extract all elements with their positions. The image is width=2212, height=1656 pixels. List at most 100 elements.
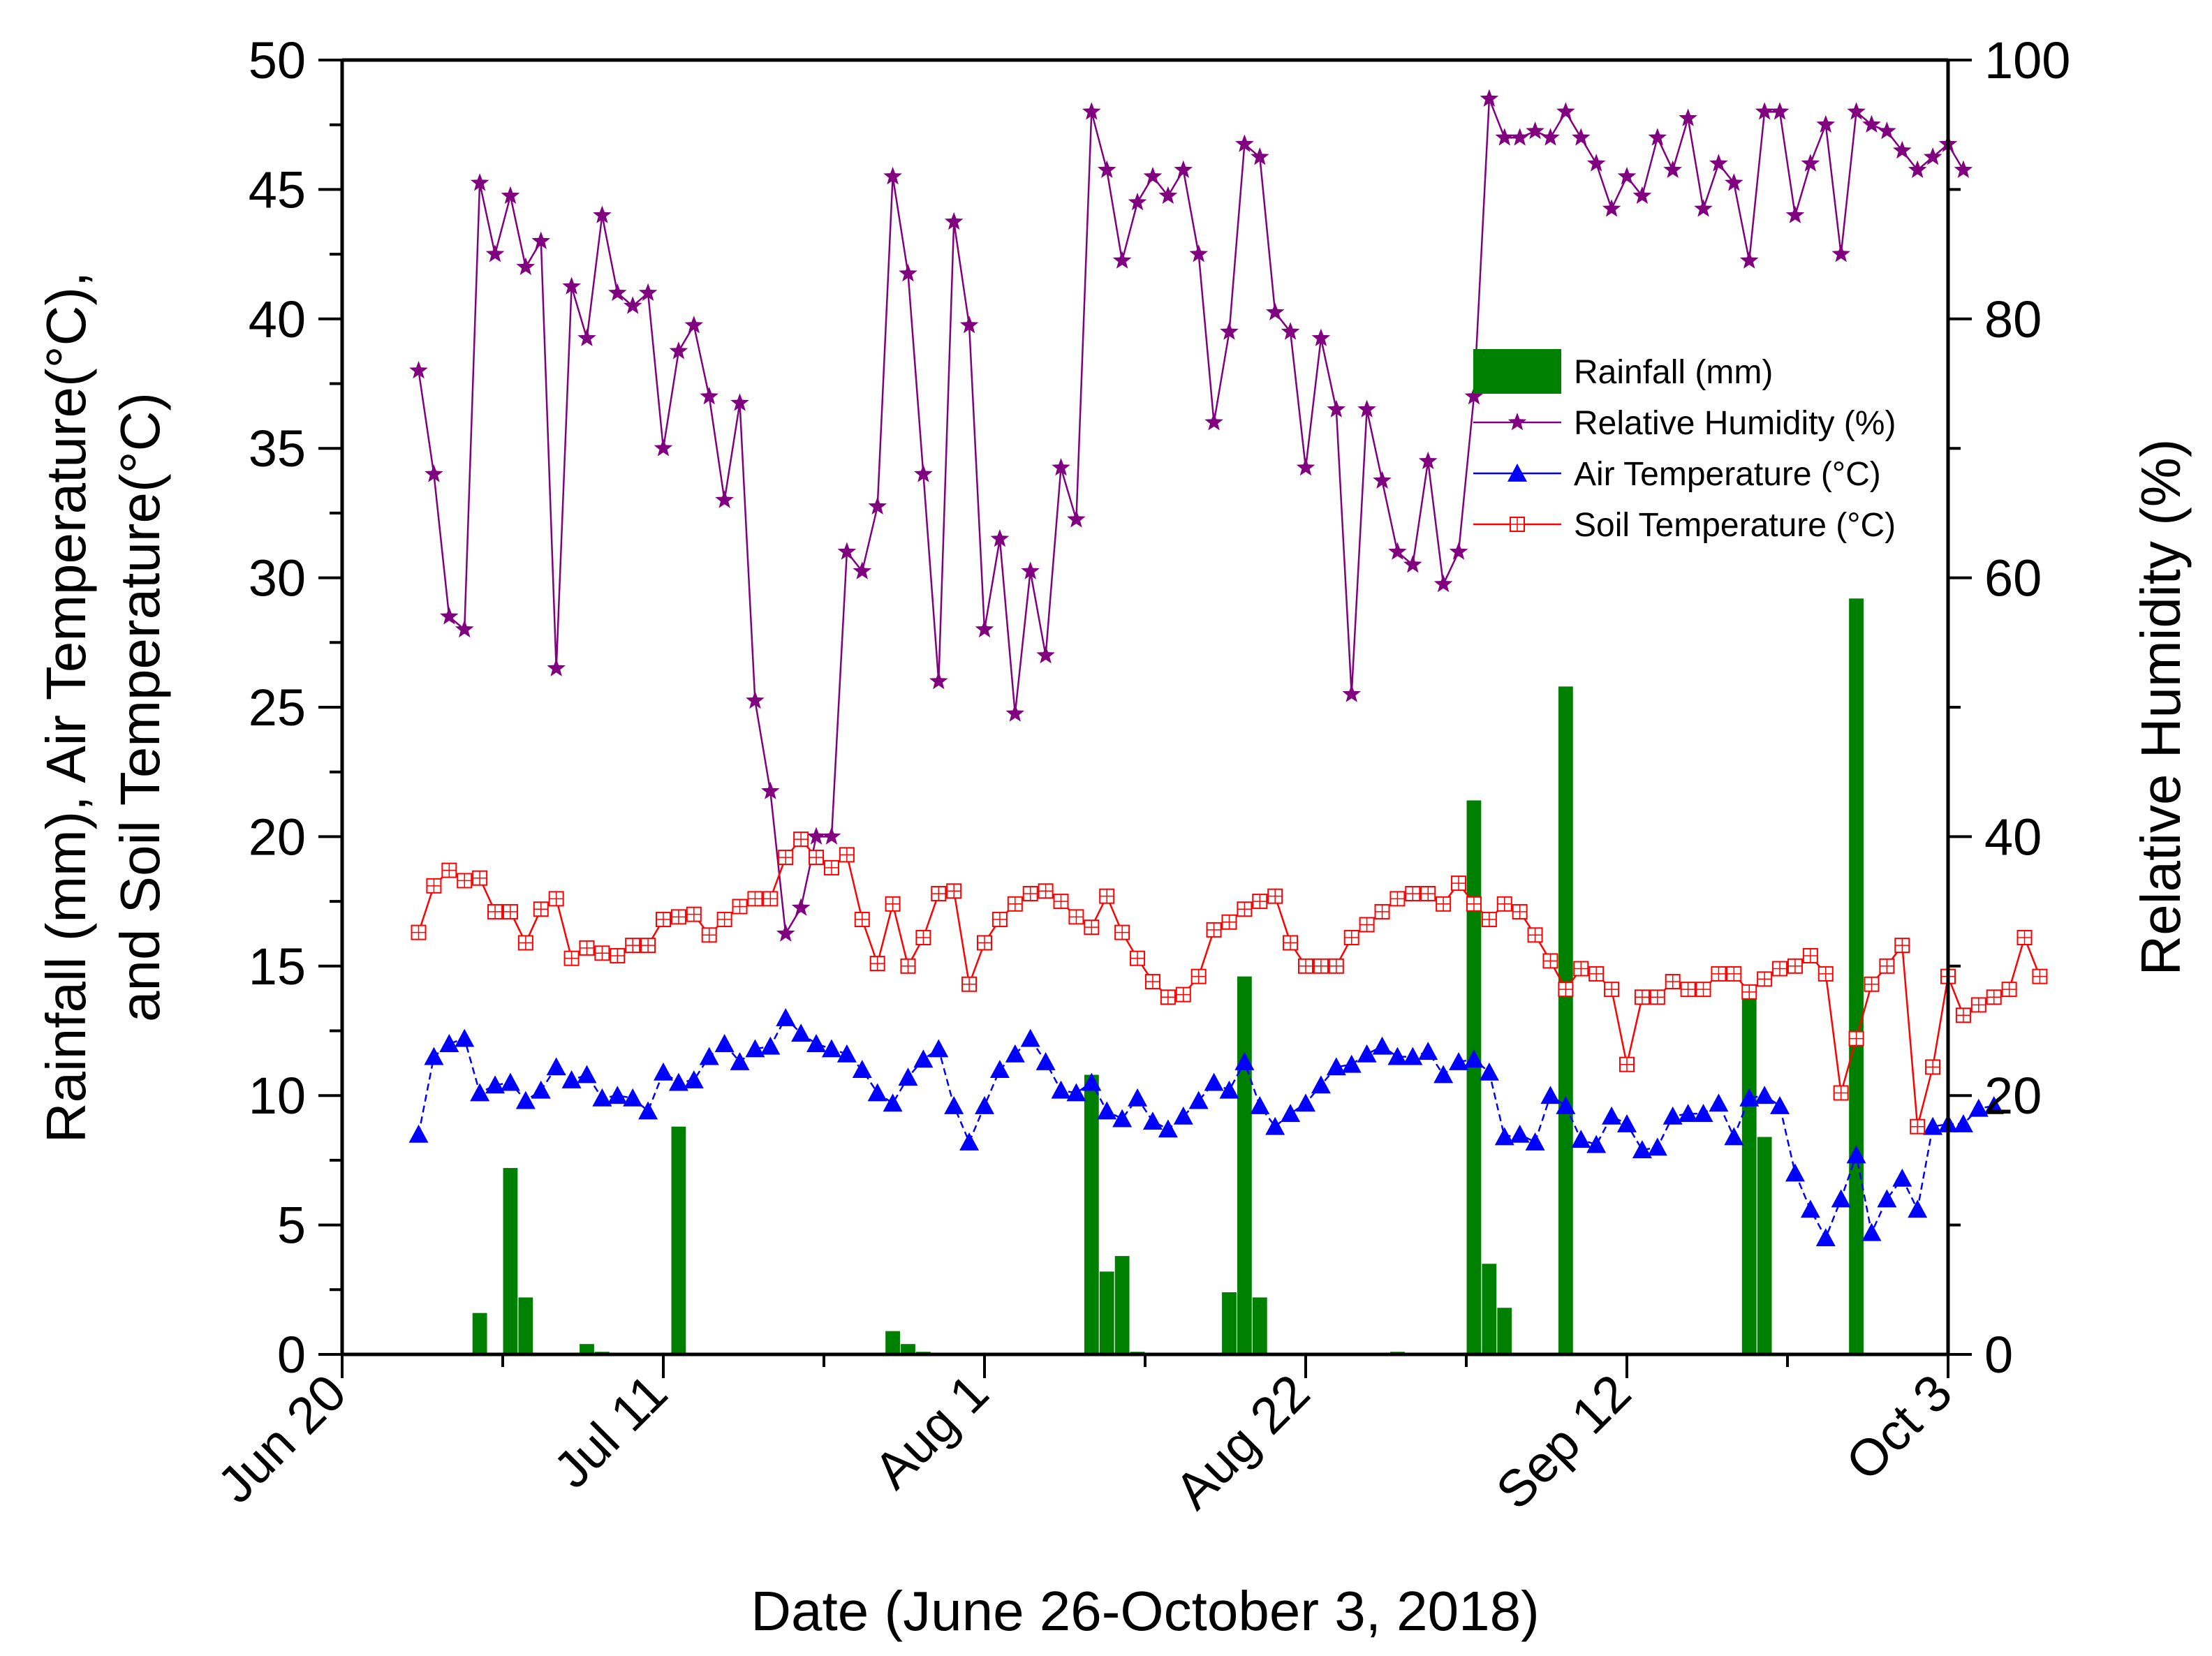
soil-temperature-c-point: [793, 831, 809, 848]
relative-humidity-point: [1174, 160, 1193, 178]
soil-temperature-c-point: [1481, 912, 1497, 928]
soil-temperature-c-point: [1604, 982, 1620, 998]
soil-temperature-c-point: [961, 976, 978, 992]
relative-humidity-point: [1327, 399, 1346, 417]
relative-humidity-point: [1403, 555, 1422, 573]
soil-temperature-c-point: [1114, 924, 1130, 940]
air-temperature-c-point: [1968, 1098, 1989, 1117]
rainfall-bar: [1252, 1297, 1267, 1354]
soil-temperature-c-point: [1695, 982, 1711, 998]
air-temperature-c-point: [1250, 1096, 1270, 1114]
air-temperature-c-point: [1586, 1134, 1607, 1153]
relative-humidity-point: [806, 827, 826, 845]
relative-humidity-point: [1602, 199, 1621, 217]
soil-temperature-c-point: [533, 901, 549, 917]
relative-humidity-point: [1709, 154, 1728, 172]
air-temperature-c-point: [821, 1039, 841, 1058]
air-temperature-c-point: [1709, 1093, 1729, 1112]
relative-humidity-point: [1663, 160, 1682, 178]
air-temperature-c-point: [1739, 1088, 1760, 1107]
soil-temperature-c-point: [502, 903, 518, 919]
soil-temperature-c-point: [915, 930, 931, 946]
soil-temperature-c-point: [716, 912, 732, 928]
left-tick-label: 0: [277, 1326, 306, 1384]
soil-temperature-c-point: [1512, 903, 1528, 919]
relative-humidity-point: [1357, 399, 1376, 417]
air-temperature-c-point: [1387, 1047, 1408, 1065]
soil-temperature-c-point: [991, 912, 1008, 928]
soil-temperature-c-point: [1634, 989, 1650, 1005]
left-y-axis-title-line1: Rainfall (mm), Air Temperature(°C),: [35, 272, 97, 1144]
air-temperature-c-point: [791, 1023, 811, 1042]
air-temperature-c-point: [1647, 1137, 1667, 1156]
soil-temperature-c-point: [1879, 958, 1895, 974]
relative-humidity-point: [1296, 458, 1315, 476]
relative-humidity-point: [730, 393, 749, 411]
soil-temperature-c-point: [1420, 885, 1436, 901]
legend-label-air-temperature-c: Air Temperature (°C): [1574, 456, 1881, 493]
soil-temperature-c-point: [472, 870, 488, 886]
relative-humidity-point: [684, 316, 704, 334]
air-temperature-c-point: [577, 1065, 597, 1084]
soil-temperature-c-point: [441, 862, 457, 878]
air-temperature-c-point: [867, 1083, 887, 1102]
legend: Rainfall (mm) Relative Humidity (%) Air Te…: [1473, 349, 1896, 544]
soil-temperature-c-point: [686, 906, 702, 922]
soil-temperature-c-point: [1237, 901, 1253, 917]
relative-humidity-point: [485, 244, 505, 263]
soil-temperature-c-point: [2032, 968, 2048, 984]
soil-temperature-c-point: [1130, 950, 1146, 966]
air-temperature-c-point: [1234, 1051, 1255, 1070]
relative-humidity-point: [715, 490, 734, 508]
soil-temperature-c-point: [1817, 966, 1834, 982]
relative-humidity-point: [1158, 186, 1178, 204]
relative-humidity-point: [853, 561, 872, 579]
relative-humidity-point: [440, 607, 459, 625]
relative-humidity-point: [1586, 154, 1606, 172]
soil-temperature-c-point: [1252, 894, 1268, 910]
relative-humidity-point: [1847, 102, 1866, 120]
air-temperature-c-point: [975, 1096, 994, 1114]
right-tick-label: 100: [1984, 31, 2070, 89]
relative-humidity-point: [990, 529, 1010, 547]
rainfall-bar: [1222, 1292, 1237, 1354]
soil-temperature-c-point: [1894, 938, 1910, 954]
soil-temperature-c-point: [1084, 919, 1100, 936]
left-tick-label: 5: [277, 1197, 306, 1255]
relative-humidity-point: [455, 619, 474, 638]
soil-temperature-c-point: [900, 958, 916, 974]
relative-humidity-point: [1694, 199, 1713, 217]
soil-temperature-c-point: [1711, 966, 1727, 982]
air-temperature-c-point: [1051, 1080, 1071, 1099]
relative-humidity-point: [1495, 128, 1514, 146]
legend-label-soil-temperature-c: Soil Temperature (°C): [1574, 507, 1896, 544]
soil-temperature-c-point: [1542, 953, 1558, 969]
soil-temperature-c-point: [1374, 903, 1390, 919]
legend-label-relative-humidity: Relative Humidity (%): [1574, 405, 1896, 442]
relative-humidity-point: [654, 438, 673, 457]
relative-humidity-point: [1572, 128, 1591, 146]
right-tick-label: 40: [1984, 808, 2042, 866]
soil-temperature-c-point: [548, 891, 564, 907]
air-temperature-c-point: [1494, 1127, 1514, 1146]
air-temperature-c-point: [1693, 1104, 1713, 1123]
relative-humidity-point: [1082, 102, 1101, 120]
soil-temperature-c-point: [946, 883, 962, 899]
soil-temperature-c-point: [610, 947, 626, 963]
relative-humidity-point: [791, 898, 811, 916]
air-temperature-c-point: [408, 1124, 429, 1143]
soil-temperature-c-point: [823, 859, 839, 875]
air-temperature-c-point: [1602, 1106, 1622, 1125]
soil-temperature-c-point: [640, 938, 656, 954]
relative-humidity-point: [409, 361, 428, 379]
soil-temperature-c-point: [1588, 966, 1605, 982]
air-temperature-c-point: [515, 1091, 536, 1109]
left-tick-label: 40: [249, 290, 306, 348]
relative-humidity-point: [1067, 510, 1086, 528]
rainfall-bar: [472, 1313, 487, 1354]
relative-humidity-point: [1220, 322, 1239, 340]
rainfall-bar: [503, 1168, 518, 1354]
air-temperature-c-point: [592, 1088, 612, 1107]
air-temperature-c-point: [1861, 1222, 1882, 1241]
relative-humidity-point: [1418, 451, 1438, 470]
